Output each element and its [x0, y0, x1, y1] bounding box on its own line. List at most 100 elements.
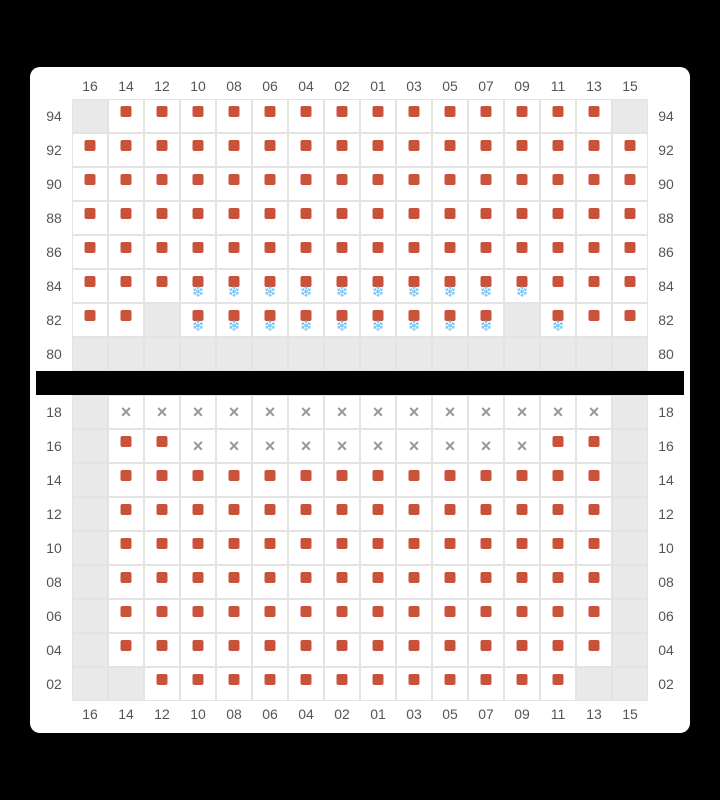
seat-cell[interactable] [108, 167, 144, 201]
seat-cell[interactable] [216, 167, 252, 201]
seat-cell[interactable] [108, 235, 144, 269]
seat-cell[interactable] [252, 133, 288, 167]
seat-cell[interactable] [144, 599, 180, 633]
seat-cell[interactable] [144, 667, 180, 701]
seat-cell[interactable] [180, 463, 216, 497]
seat-cell[interactable] [396, 235, 432, 269]
seat-cell[interactable] [288, 599, 324, 633]
seat-cell[interactable] [108, 497, 144, 531]
seat-cell[interactable] [180, 633, 216, 667]
seat-cell[interactable] [468, 633, 504, 667]
seat-cell[interactable] [252, 633, 288, 667]
seat-cell[interactable] [504, 599, 540, 633]
seat-cell[interactable] [108, 599, 144, 633]
seat-cell[interactable] [576, 497, 612, 531]
seat-cell[interactable] [432, 201, 468, 235]
seat-cell[interactable]: ❄ [540, 303, 576, 337]
seat-cell[interactable] [252, 201, 288, 235]
seat-cell[interactable] [360, 497, 396, 531]
seat-cell[interactable] [396, 133, 432, 167]
seat-cell[interactable] [216, 235, 252, 269]
seat-cell[interactable] [288, 99, 324, 133]
seat-cell[interactable]: ❄ [396, 303, 432, 337]
seat-cell[interactable] [432, 531, 468, 565]
seat-cell[interactable] [432, 133, 468, 167]
seat-cell[interactable] [144, 269, 180, 303]
seat-cell[interactable] [468, 667, 504, 701]
seat-cell[interactable] [576, 235, 612, 269]
seat-cell[interactable] [108, 201, 144, 235]
seat-cell[interactable] [180, 167, 216, 201]
seat-cell[interactable] [468, 167, 504, 201]
seat-cell[interactable] [468, 497, 504, 531]
seat-cell[interactable] [468, 463, 504, 497]
seat-cell[interactable] [360, 463, 396, 497]
seat-cell[interactable] [540, 429, 576, 463]
seat-cell[interactable] [468, 133, 504, 167]
seat-cell[interactable]: ❄ [360, 269, 396, 303]
seat-cell[interactable] [252, 167, 288, 201]
seat-cell[interactable] [324, 235, 360, 269]
seat-cell[interactable] [324, 99, 360, 133]
seat-cell[interactable] [468, 99, 504, 133]
seat-cell[interactable]: ❄ [324, 269, 360, 303]
seat-cell[interactable] [216, 667, 252, 701]
seat-cell[interactable] [72, 167, 108, 201]
seat-cell[interactable] [540, 167, 576, 201]
seat-cell[interactable] [360, 99, 396, 133]
seat-cell[interactable] [576, 429, 612, 463]
seat-cell[interactable] [432, 167, 468, 201]
seat-cell[interactable] [360, 167, 396, 201]
seat-cell[interactable] [72, 133, 108, 167]
seat-cell[interactable] [432, 599, 468, 633]
seat-cell[interactable] [396, 201, 432, 235]
seat-cell[interactable] [576, 167, 612, 201]
seat-cell[interactable] [576, 531, 612, 565]
seat-cell[interactable] [216, 463, 252, 497]
seat-cell[interactable]: ❄ [504, 269, 540, 303]
seat-cell[interactable] [360, 633, 396, 667]
seat-cell[interactable] [288, 133, 324, 167]
seat-cell[interactable] [216, 497, 252, 531]
seat-cell[interactable] [576, 133, 612, 167]
seat-cell[interactable] [324, 633, 360, 667]
seat-cell[interactable] [432, 497, 468, 531]
seat-cell[interactable] [432, 667, 468, 701]
seat-cell[interactable] [432, 565, 468, 599]
seat-cell[interactable] [612, 303, 648, 337]
seat-cell[interactable] [612, 201, 648, 235]
seat-cell[interactable] [576, 599, 612, 633]
seat-cell[interactable] [540, 235, 576, 269]
seat-cell[interactable] [396, 99, 432, 133]
seat-cell[interactable] [216, 599, 252, 633]
seat-cell[interactable] [144, 99, 180, 133]
seat-cell[interactable] [396, 531, 432, 565]
seat-cell[interactable] [360, 201, 396, 235]
seat-cell[interactable] [108, 531, 144, 565]
seat-cell[interactable] [144, 133, 180, 167]
seat-cell[interactable] [108, 269, 144, 303]
seat-cell[interactable] [576, 463, 612, 497]
seat-cell[interactable] [540, 497, 576, 531]
seat-cell[interactable] [396, 463, 432, 497]
seat-cell[interactable]: ❄ [288, 269, 324, 303]
seat-cell[interactable] [180, 235, 216, 269]
seat-cell[interactable] [324, 497, 360, 531]
seat-cell[interactable] [504, 463, 540, 497]
seat-cell[interactable] [252, 497, 288, 531]
seat-cell[interactable] [216, 133, 252, 167]
seat-cell[interactable] [396, 599, 432, 633]
seat-cell[interactable] [144, 633, 180, 667]
seat-cell[interactable] [396, 667, 432, 701]
seat-cell[interactable] [72, 235, 108, 269]
seat-cell[interactable]: ❄ [468, 303, 504, 337]
seat-cell[interactable]: ❄ [252, 269, 288, 303]
seat-cell[interactable] [180, 497, 216, 531]
seat-cell[interactable] [612, 269, 648, 303]
seat-cell[interactable] [252, 599, 288, 633]
seat-cell[interactable] [324, 599, 360, 633]
seat-cell[interactable] [540, 633, 576, 667]
seat-cell[interactable]: ❄ [180, 303, 216, 337]
seat-cell[interactable] [216, 99, 252, 133]
seat-cell[interactable] [540, 201, 576, 235]
